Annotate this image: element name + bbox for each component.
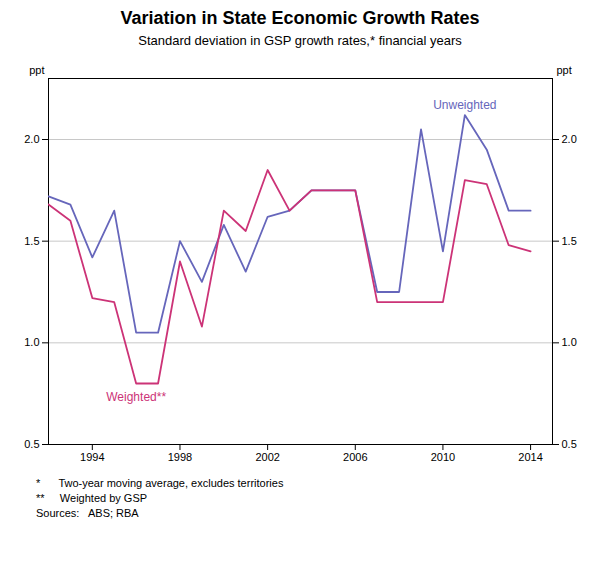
svg-text:1.0: 1.0 — [24, 336, 39, 348]
html-text:Standard deviation in GSP grow: Standard deviation in GSP growth rates,*… — [138, 33, 462, 48]
svg-text:Weighted**: Weighted** — [106, 390, 166, 404]
html-text:Variation in State Economic Gr: Variation in State Economic Growth Rates — [120, 8, 480, 28]
svg-text:2014: 2014 — [518, 451, 542, 463]
svg-text:1998: 1998 — [168, 451, 192, 463]
html-text:Sources: ABS; RBA: Sources: ABS; RBA — [36, 507, 139, 519]
svg-text:2.0: 2.0 — [24, 133, 39, 145]
svg-text:Unweighted: Unweighted — [433, 98, 496, 112]
svg-text:2.0: 2.0 — [562, 133, 577, 145]
svg-text:0.5: 0.5 — [24, 438, 39, 450]
svg-text:1994: 1994 — [80, 451, 104, 463]
svg-text:ppt: ppt — [29, 64, 44, 76]
svg-text:2002: 2002 — [255, 451, 279, 463]
svg-text:1.0: 1.0 — [562, 336, 577, 348]
html-text:** Weighted by GSP: ** Weighted by GSP — [36, 492, 148, 504]
html-text:* Two-year moving average, exc: * Two-year moving average, excludes terr… — [36, 477, 284, 489]
svg-text:1.5: 1.5 — [562, 235, 577, 247]
svg-text:2010: 2010 — [431, 451, 455, 463]
svg-text:2006: 2006 — [343, 451, 367, 463]
svg-text:ppt: ppt — [557, 64, 572, 76]
svg-text:0.5: 0.5 — [562, 438, 577, 450]
svg-text:1.5: 1.5 — [24, 235, 39, 247]
